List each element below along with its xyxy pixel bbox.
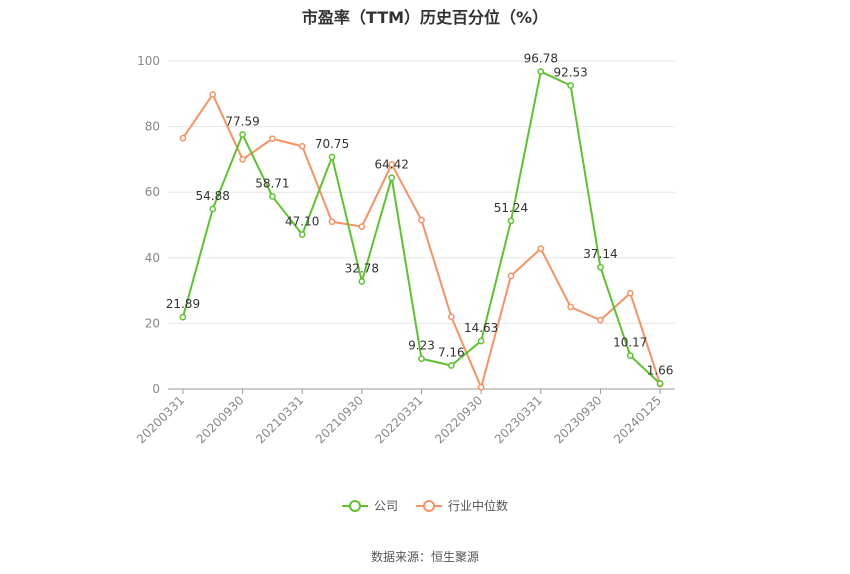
x-tick-label: 20230930 bbox=[551, 393, 604, 446]
legend-item-industry[interactable]: 行业中位数 bbox=[416, 497, 508, 514]
data-label: 37.14 bbox=[583, 247, 617, 261]
industry-point bbox=[209, 91, 217, 98]
data-label: 92.53 bbox=[553, 66, 587, 80]
x-tick-label: 20220930 bbox=[432, 393, 485, 446]
company-point bbox=[507, 217, 515, 225]
data-label: 51.24 bbox=[494, 201, 528, 215]
industry-point bbox=[477, 384, 485, 391]
legend-company-label: 公司 bbox=[373, 499, 398, 513]
y-tick-label: 40 bbox=[145, 251, 160, 265]
legend: 公司 行业中位数 bbox=[0, 497, 850, 514]
industry-point bbox=[597, 316, 604, 324]
data-label: 21.89 bbox=[166, 297, 200, 311]
x-tick-label: 20210930 bbox=[313, 393, 366, 446]
industry-point bbox=[626, 289, 634, 297]
industry-point bbox=[239, 156, 246, 163]
industry-point bbox=[418, 216, 425, 224]
data-label: 7.16 bbox=[438, 346, 465, 360]
series-industry bbox=[179, 91, 664, 391]
company-point bbox=[656, 380, 664, 387]
y-tick-label: 60 bbox=[145, 185, 160, 199]
company-point bbox=[179, 313, 187, 321]
data-source: 数据来源：恒生聚源 bbox=[370, 550, 479, 564]
industry-point bbox=[388, 160, 396, 168]
industry-point bbox=[567, 303, 574, 311]
y-tick-label: 80 bbox=[145, 120, 160, 134]
data-label: 70.75 bbox=[315, 137, 349, 151]
data-label: 47.10 bbox=[285, 215, 319, 229]
x-tick-label: 20240125 bbox=[611, 393, 664, 446]
data-label: 54.88 bbox=[196, 189, 230, 203]
company-point bbox=[567, 82, 574, 89]
industry-point bbox=[179, 134, 187, 142]
data-label: 64.42 bbox=[374, 158, 408, 172]
industry-point bbox=[358, 223, 366, 230]
chart-title: 市盈率（TTM）历史百分位（%） bbox=[301, 8, 549, 27]
company-point bbox=[597, 263, 604, 271]
company-point bbox=[358, 278, 366, 285]
company-point bbox=[298, 231, 306, 238]
company-point bbox=[418, 355, 425, 363]
y-tick-label: 100 bbox=[137, 54, 160, 68]
grid-lines bbox=[168, 60, 675, 324]
data-label: 32.78 bbox=[345, 261, 379, 275]
y-tick-label: 20 bbox=[145, 316, 160, 330]
company-point bbox=[209, 205, 217, 213]
data-label: 77.59 bbox=[225, 115, 259, 129]
legend-company-swatch-icon bbox=[341, 499, 368, 512]
company-point bbox=[328, 153, 336, 161]
company-point bbox=[477, 337, 485, 345]
data-label: 9.23 bbox=[408, 339, 435, 353]
company-point bbox=[626, 352, 634, 359]
company-point bbox=[537, 68, 545, 75]
series-company bbox=[179, 68, 664, 387]
y-tick-label: 0 bbox=[152, 382, 160, 396]
industry-point bbox=[269, 135, 276, 143]
data-label: 96.78 bbox=[524, 52, 558, 66]
legend-industry-label: 行业中位数 bbox=[448, 499, 509, 513]
company-point bbox=[239, 131, 246, 138]
industry-point bbox=[447, 313, 455, 321]
legend-industry-swatch-icon bbox=[416, 499, 442, 512]
x-tick-label: 20220331 bbox=[373, 393, 426, 446]
x-tick-label: 20230331 bbox=[492, 393, 545, 446]
industry-point bbox=[507, 272, 515, 280]
company-point bbox=[388, 174, 396, 182]
data-label: 14.63 bbox=[464, 321, 498, 335]
y-axis: 0 20 40 60 80 100 bbox=[137, 54, 160, 396]
company-point bbox=[447, 362, 455, 369]
industry-point bbox=[537, 245, 545, 252]
data-label: 58.71 bbox=[255, 176, 289, 190]
x-tick-label: 20200930 bbox=[194, 393, 247, 446]
data-label: 1.66 bbox=[647, 364, 674, 378]
data-labels: 21.89 54.88 77.59 58.71 47.10 70.75 32.78 64.42… bbox=[166, 52, 674, 378]
data-label: 10.17 bbox=[613, 336, 647, 350]
industry-point bbox=[298, 142, 306, 150]
legend-item-company[interactable]: 公司 bbox=[341, 497, 398, 514]
industry-point bbox=[328, 218, 336, 226]
company-point bbox=[269, 193, 276, 200]
x-axis: 20200331 20200930 20210331 20210930 20220331… bbox=[134, 388, 675, 446]
x-tick-label: 20200331 bbox=[134, 393, 187, 446]
x-tick-label: 20210331 bbox=[253, 393, 306, 446]
